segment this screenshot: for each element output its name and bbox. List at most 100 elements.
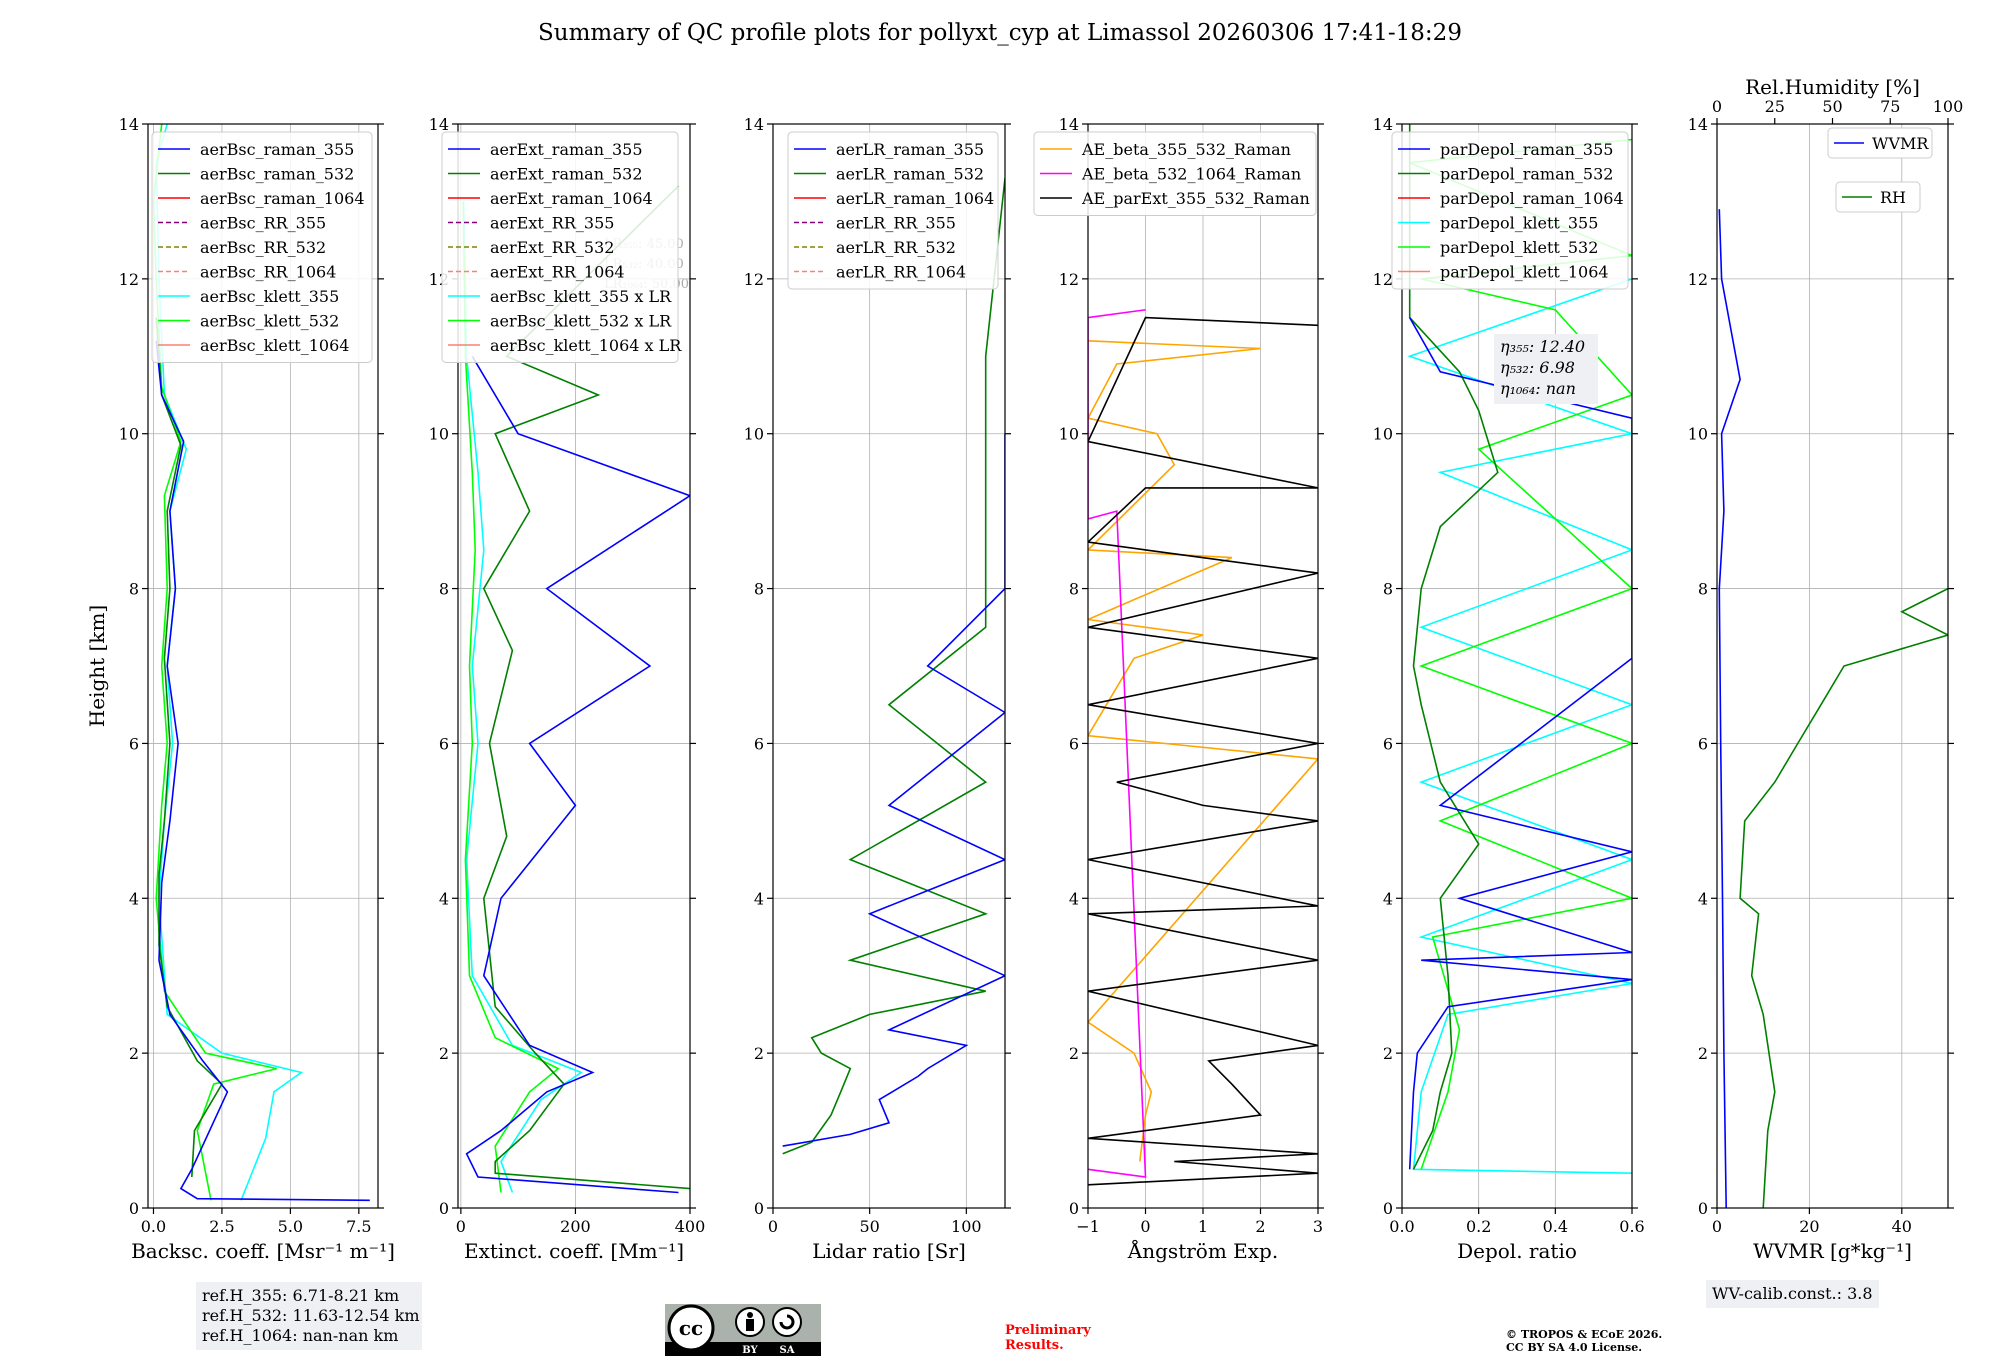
legend-label: aerExt_raman_355 — [490, 140, 643, 159]
x-tick-label: 0.6 — [1619, 1217, 1644, 1236]
series-aerBsc_raman_532 — [155, 317, 223, 1178]
y-tick-label: 6 — [1698, 734, 1708, 753]
y-tick-label: 10 — [429, 425, 449, 444]
y-tick-label: 0 — [439, 1199, 449, 1218]
y-tick-label: 10 — [1059, 425, 1079, 444]
preliminary-results-note: Preliminary Results. — [1005, 1323, 1091, 1353]
y-tick-label: 12 — [119, 270, 139, 289]
legend-label: parDepol_klett_1064 — [1440, 263, 1609, 282]
y-tick-label: 14 — [429, 115, 449, 134]
ref-height-1064: ref.H_1064: nan-nan km — [202, 1326, 399, 1345]
legend-box — [441, 131, 679, 363]
series-RH — [1739, 587, 1948, 1208]
x-tick-label: 7.5 — [346, 1217, 371, 1236]
legend-label: parDepol_raman_1064 — [1440, 189, 1624, 208]
series-parDepol_raman_355 — [1408, 317, 1632, 1170]
y-tick-label: 2 — [1698, 1044, 1708, 1063]
x-tick-label: 1 — [1198, 1217, 1208, 1236]
series-AE_beta_355_532_Raman — [1088, 340, 1318, 1162]
y-tick-label: 4 — [439, 889, 449, 908]
legend-label: aerBsc_raman_1064 — [200, 189, 365, 208]
reference-height-box: ref.H_355: 6.71-8.21 km ref.H_532: 11.63… — [196, 1282, 422, 1350]
series-aerExt_raman_532 — [482, 185, 690, 1190]
y-tick-label: 2 — [439, 1044, 449, 1063]
series-AE_beta_532_1064_Raman — [1088, 309, 1147, 1178]
y-axis-label: Height [km] — [85, 605, 109, 727]
x-axis-label: Extinct. coeff. [Mm⁻¹] — [464, 1239, 684, 1263]
x-tick-label: 5.0 — [278, 1217, 303, 1236]
plot-frame — [1401, 123, 1633, 1209]
y-tick-label: 0 — [1383, 1199, 1393, 1218]
legend-box — [1033, 131, 1317, 216]
legend-label: aerBsc_klett_1064 — [200, 336, 349, 355]
plot-frame — [147, 123, 379, 1209]
legend-box — [151, 131, 373, 363]
series-aerBsc_klett_355 x LR — [462, 201, 583, 1193]
legend-label: aerBsc_klett_1064 x LR — [490, 336, 682, 355]
x-tick-label: 0 — [1712, 1217, 1722, 1236]
x-tick-label: 2.5 — [209, 1217, 234, 1236]
y-tick-label: 10 — [1373, 425, 1393, 444]
legend-label: aerLR_raman_355 — [836, 140, 984, 159]
series-aerLR_raman_355 — [782, 433, 1005, 1147]
legend-label: aerBsc_RR_355 — [200, 214, 326, 233]
x-axis-label: Ångström Exp. — [1127, 1238, 1278, 1263]
y-tick-label: 4 — [1383, 889, 1393, 908]
series-aerExt_raman_355 — [465, 355, 690, 1194]
eta-annotation: η₃₅₅: 12.40 — [1500, 337, 1585, 356]
eta-box — [1494, 334, 1598, 404]
y-tick-label: 6 — [129, 734, 139, 753]
legend-label: AE_beta_355_532_Raman — [1081, 140, 1291, 159]
y-tick-label: 12 — [744, 270, 764, 289]
top-x-tick-label: 0 — [1712, 97, 1722, 116]
series-AE_parExt_355_532_Raman — [1088, 316, 1318, 1186]
legend-label: aerExt_RR_355 — [490, 214, 614, 233]
y-tick-label: 6 — [754, 734, 764, 753]
legend-label: aerBsc_klett_355 — [200, 287, 339, 306]
x-tick-label: 0.0 — [1389, 1217, 1414, 1236]
legend-label: aerExt_RR_1064 — [490, 263, 625, 282]
y-tick-label: 10 — [1688, 425, 1708, 444]
legend-label: aerBsc_RR_532 — [200, 238, 326, 257]
legend-label: AE_parExt_355_532_Raman — [1081, 189, 1310, 208]
legend-label: aerBsc_klett_532 — [200, 312, 339, 331]
preliminary-line-1: Preliminary — [1005, 1323, 1091, 1338]
y-tick-label: 4 — [754, 889, 764, 908]
panel-depolarization: 0 2 4 6 8 10 12 14 0.0 0.2 0.4 0.6 Depol. ratio parDe… — [1373, 115, 1645, 1263]
legend-box — [1827, 127, 1933, 159]
legend-label: AE_beta_532_1064_Raman — [1081, 165, 1301, 184]
x-tick-label: 200 — [560, 1217, 591, 1236]
x-tick-label: 40 — [1892, 1217, 1912, 1236]
y-tick-label: 8 — [1069, 580, 1079, 599]
series-WVMR — [1718, 209, 1741, 1208]
y-tick-label: 14 — [1059, 115, 1079, 134]
x-tick-label: −1 — [1076, 1217, 1100, 1236]
preliminary-line-2: Results. — [1005, 1338, 1064, 1353]
y-tick-label: 0 — [129, 1199, 139, 1218]
copyright-notice: © TROPOS & ECoE 2026. CC BY SA 4.0 Licen… — [1506, 1328, 1662, 1354]
x-tick-label: 0 — [456, 1217, 466, 1236]
legend-label: parDepol_klett_532 — [1440, 238, 1598, 257]
plot-frame — [772, 123, 1006, 1209]
legend-label: aerBsc_raman_532 — [200, 165, 354, 184]
x-tick-label: 50 — [859, 1217, 879, 1236]
top-x-tick-label: 100 — [1933, 97, 1964, 116]
cc-badge-cc: cc — [679, 1316, 703, 1340]
x-tick-label: 0.4 — [1543, 1217, 1568, 1236]
y-tick-label: 12 — [1059, 270, 1079, 289]
eta-annotation: η₁₀₆₄: nan — [1500, 379, 1576, 398]
y-tick-label: 8 — [754, 580, 764, 599]
y-tick-label: 2 — [1383, 1044, 1393, 1063]
y-tick-label: 12 — [1373, 270, 1393, 289]
copyright-line-2: CC BY SA 4.0 License. — [1506, 1341, 1643, 1354]
y-tick-label: 14 — [744, 115, 764, 134]
y-tick-label: 8 — [1383, 580, 1393, 599]
y-tick-label: 4 — [129, 889, 139, 908]
y-tick-label: 6 — [1069, 734, 1079, 753]
y-tick-label: 4 — [1698, 889, 1708, 908]
y-tick-label: 8 — [129, 580, 139, 599]
legend-label: aerBsc_RR_1064 — [200, 263, 336, 282]
top-x-tick-label: 75 — [1880, 97, 1900, 116]
wv-calibration-box: WV-calib.const.: 3.8 — [1706, 1280, 1879, 1308]
